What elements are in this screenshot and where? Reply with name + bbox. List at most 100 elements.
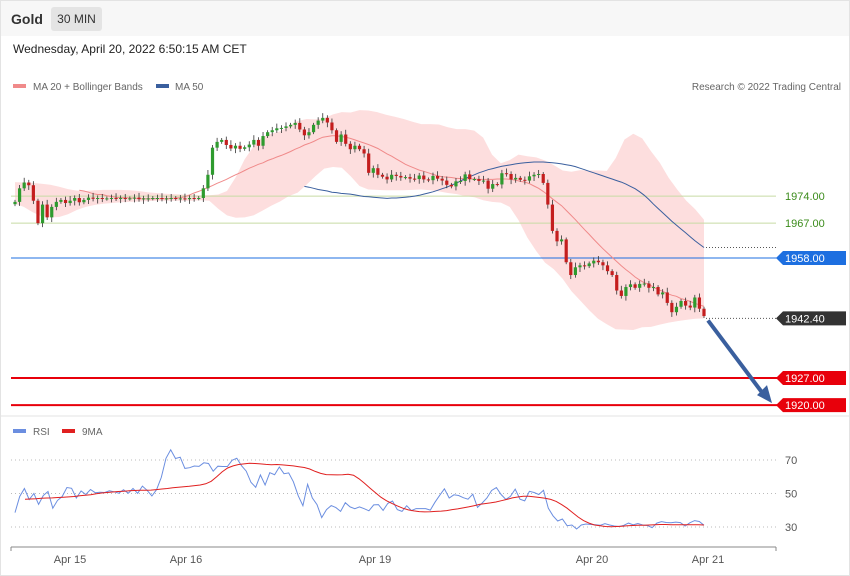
time-axis-label: Apr 20 xyxy=(576,554,608,566)
candle-bearish xyxy=(486,180,490,189)
candle-bullish xyxy=(491,184,495,189)
candle-bullish xyxy=(215,141,219,148)
candle-bearish xyxy=(702,308,706,317)
candle-bearish xyxy=(238,145,242,149)
candle-bullish xyxy=(210,147,215,175)
forecast-arrow xyxy=(706,319,772,404)
candle-bearish xyxy=(91,197,95,199)
ma20-legend-swatch xyxy=(13,84,26,88)
last-price-label: 1942.40 xyxy=(785,313,825,325)
rsi-ma-line xyxy=(24,462,705,528)
header-bar xyxy=(1,1,849,36)
rsi-tick-label: 30 xyxy=(785,522,797,534)
candle-bullish xyxy=(164,198,169,200)
candle-bullish xyxy=(252,139,256,145)
forecast-arrow-head xyxy=(757,385,772,404)
candle-bearish xyxy=(509,174,513,180)
candle-bearish xyxy=(518,177,522,180)
candle-bullish xyxy=(624,287,628,296)
candle-bullish xyxy=(284,126,288,128)
key-levels xyxy=(11,195,778,407)
candle-bullish xyxy=(514,177,518,180)
candle-bearish xyxy=(45,204,49,218)
candle-bullish xyxy=(316,120,320,125)
candle-bearish xyxy=(413,178,417,180)
candle-bullish xyxy=(146,198,150,200)
candle-bullish xyxy=(578,265,582,268)
bollinger-band-area xyxy=(15,110,704,330)
candle-bullish xyxy=(233,145,238,149)
candle-bullish xyxy=(321,117,325,121)
candle-bearish xyxy=(426,179,430,181)
time-axis-label: Apr 21 xyxy=(692,554,724,566)
candle-bullish xyxy=(417,175,421,180)
candle-bullish xyxy=(261,136,265,146)
bollinger-band-fill xyxy=(15,110,704,330)
candle-bearish xyxy=(665,292,669,303)
candle-bullish xyxy=(527,176,532,181)
candle-bearish xyxy=(477,179,481,181)
candle-bullish xyxy=(86,197,91,200)
candle-bullish xyxy=(50,206,54,218)
candle-bullish xyxy=(560,239,564,242)
candle-bullish xyxy=(532,174,536,177)
candle-bearish xyxy=(123,198,127,199)
candle-bearish xyxy=(399,175,403,178)
candle-bullish xyxy=(187,198,192,200)
candle-bearish xyxy=(137,197,141,200)
candle-bearish xyxy=(468,174,472,180)
candle-bearish xyxy=(504,173,509,175)
candle-bullish xyxy=(472,179,476,181)
candle-bullish xyxy=(500,173,504,185)
rsi-lines xyxy=(14,448,705,530)
candle-bearish xyxy=(582,265,587,267)
pivot-label: 1958.00 xyxy=(785,253,825,265)
candle-bearish xyxy=(408,177,412,179)
candle-bearish xyxy=(564,239,568,263)
analysis-datetime: Wednesday, April 20, 2022 6:50:15 AM CET xyxy=(13,42,247,56)
timeframe-badge[interactable]: 30 MIN xyxy=(51,7,102,31)
candle-bullish xyxy=(109,198,114,199)
candle-bullish xyxy=(592,260,596,264)
candle-bullish xyxy=(573,267,577,276)
time-axis-label: Apr 16 xyxy=(170,554,202,566)
candle-bullish xyxy=(96,198,100,199)
rsi-grid: 30 50 70 xyxy=(11,455,797,534)
candle-bearish xyxy=(224,139,228,145)
candle-bearish xyxy=(656,287,660,295)
candle-bullish xyxy=(155,198,159,199)
candle-bearish xyxy=(601,262,605,266)
candle-bullish xyxy=(587,263,591,267)
candle-bearish xyxy=(550,204,555,231)
candle-bullish xyxy=(431,175,435,181)
candle-bullish xyxy=(54,201,58,207)
rsi-legend: RSI 9MA xyxy=(13,427,103,438)
candle-bearish xyxy=(435,175,440,179)
candle-bullish xyxy=(68,200,72,204)
resistance-label: 1974.00 xyxy=(785,191,825,203)
rsi-legend-label: RSI xyxy=(33,427,50,438)
candle-bullish xyxy=(642,283,646,285)
candle-bearish xyxy=(77,198,81,203)
candle-bullish xyxy=(40,204,45,224)
candle-bearish xyxy=(647,283,651,288)
candle-bearish xyxy=(541,174,545,183)
time-axis-label: Apr 15 xyxy=(54,554,86,566)
candle-bearish xyxy=(596,260,600,263)
candle-bullish xyxy=(132,197,137,199)
candle-bearish xyxy=(688,305,692,308)
candle-bearish xyxy=(256,139,261,146)
candle-bullish xyxy=(270,130,274,133)
candle-bullish xyxy=(353,145,357,150)
candle-bullish xyxy=(13,201,17,205)
candle-bullish xyxy=(105,198,109,200)
rsi-ma-legend-label: 9MA xyxy=(82,427,103,438)
ma20-line xyxy=(79,135,705,307)
candle-bullish xyxy=(463,174,467,181)
candle-bullish xyxy=(178,198,182,200)
candle-bearish xyxy=(697,297,702,309)
candle-bearish xyxy=(36,200,40,224)
resistance-label: 1967.00 xyxy=(785,218,825,230)
